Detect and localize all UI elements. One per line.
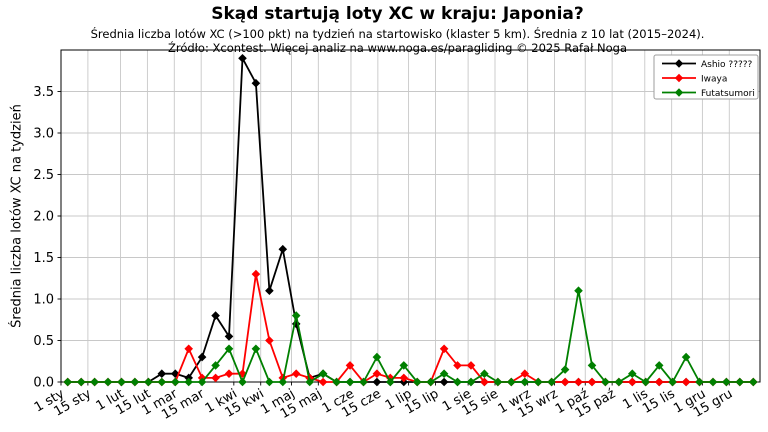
series-1 [63,269,758,387]
y-tick-label: 2.5 [33,168,54,183]
legend: Ashio ????? Iwaya Futatsumori [653,54,759,100]
y-tick-label: 1.0 [33,293,54,308]
chart-title: Skąd startują loty XC w kraju: Japonia? [211,4,584,24]
series-line [67,273,754,384]
legend-label: Ashio ????? [701,60,753,70]
legend-marker [674,88,684,97]
y-axis-label: Średnia liczba lotów XC na tydzień [9,104,25,328]
y-tick-label: 0.5 [33,334,54,349]
series-line [67,290,754,385]
y-tick-label: 3.0 [33,127,54,142]
legend-marker [674,59,684,68]
chart-subtitle: Średnia liczba lotów XC (>100 pkt) na ty… [90,27,705,41]
chart-source-note: Źródło: Xcontest. Więcej analiz na www.n… [167,41,628,55]
y-axis: 0.0 0.5 1.0 1.5 2.0 2.5 3.0 3.5 [33,85,61,391]
legend-entry-1: Iwaya [662,73,727,85]
series-2 [63,286,758,387]
legend-entry-0: Ashio ????? [662,59,753,70]
y-tick-label: 2.0 [33,210,54,225]
y-tick-label: 0.0 [33,376,54,391]
y-tick-label: 3.5 [33,85,54,100]
legend-label: Iwaya [701,75,727,85]
legend-entry-2: Futatsumori [662,88,755,99]
y-tick-label: 1.5 [33,251,54,266]
legend-label: Futatsumori [701,89,755,99]
legend-marker [674,73,684,83]
